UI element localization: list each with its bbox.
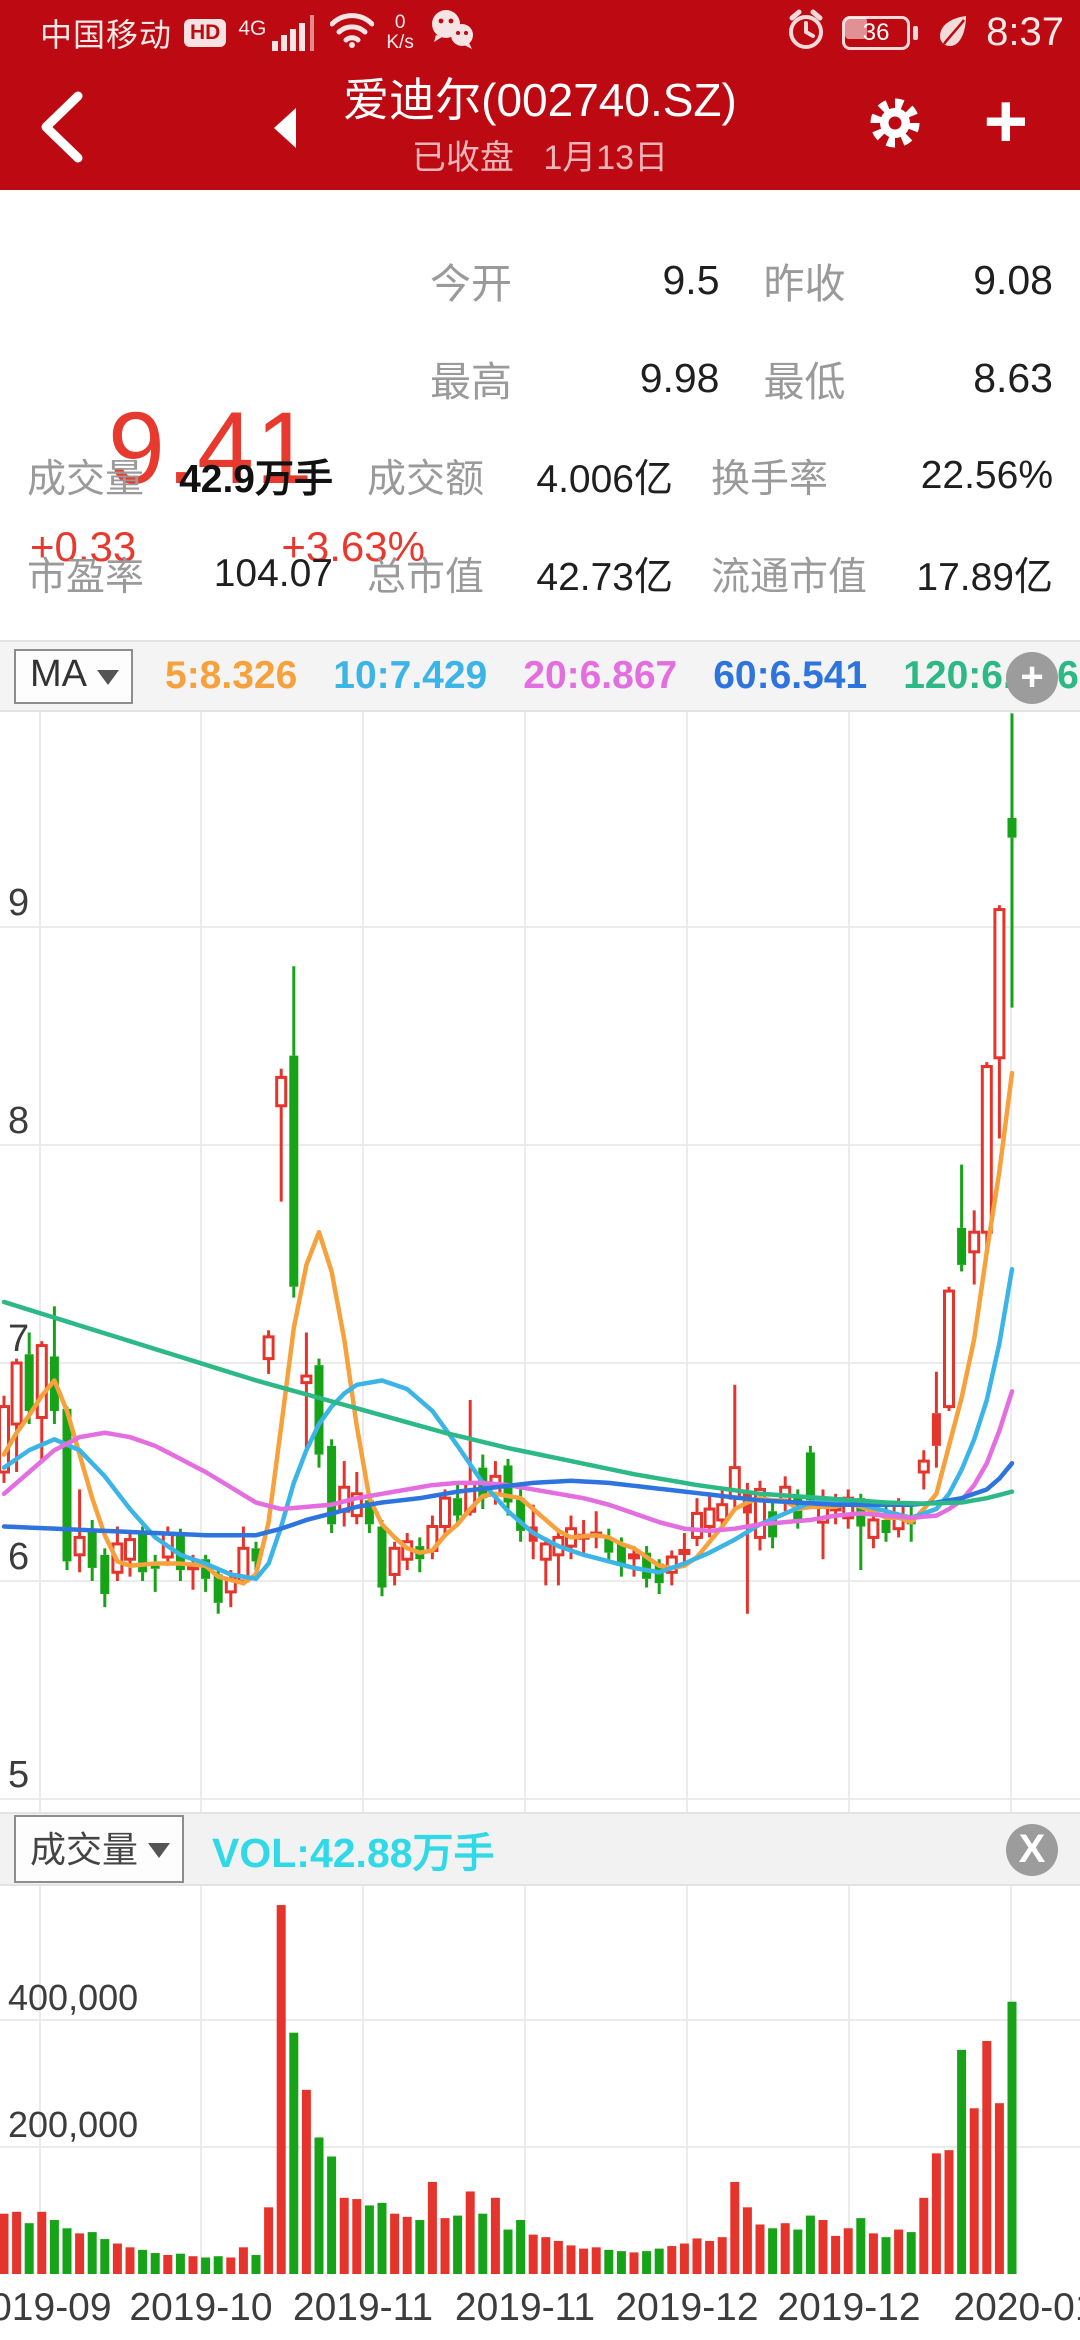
svg-text:8: 8 bbox=[8, 1100, 29, 1142]
signal-strength-icon: 4G bbox=[238, 14, 318, 51]
svg-text:5: 5 bbox=[8, 1754, 29, 1796]
header: 中国移动 HD 4G bbox=[0, 0, 1080, 190]
market-date: 1月13日 bbox=[543, 139, 669, 177]
quote-field-value: 9.98 bbox=[639, 354, 720, 401]
chevron-down-icon bbox=[97, 669, 119, 685]
ma-legend-item: 10:7.429 bbox=[333, 654, 488, 697]
quote-row-valuation: 市盈率 104.07 总市值 42.73亿 流通市值 17.89亿 bbox=[27, 546, 1053, 602]
quote-panel: 9.41 +0.33 +3.63% 今开 9.5 昨收 9.08 最高 9.98 最低 8.… bbox=[0, 190, 1080, 640]
volume-indicator-bar: 成交量 VOL:42.88万手 X bbox=[0, 1812, 1080, 1886]
price-change-percent: +3.63% bbox=[281, 523, 425, 570]
ma-legend-item: 5:8.326 bbox=[165, 654, 298, 697]
battery-percent: 36 bbox=[862, 18, 890, 46]
hd-badge: HD bbox=[184, 18, 227, 47]
volume-chart[interactable]: 400,000 200,000 bbox=[0, 1886, 1080, 2276]
quote-field-value: 42.9万手 bbox=[179, 458, 333, 501]
quote-field-label: 今开 bbox=[430, 261, 512, 307]
candlestick-chart[interactable]: 9 8 7 6 5 bbox=[0, 712, 1080, 1812]
x-axis-label: 2020-01 bbox=[953, 2286, 1080, 2329]
quote-field-label: 换手率 bbox=[711, 458, 829, 501]
svg-text:200,000: 200,000 bbox=[8, 2104, 138, 2145]
alarm-icon bbox=[784, 8, 828, 57]
quote-row-open-prevclose: 今开 9.5 昨收 9.08 bbox=[430, 250, 1053, 310]
quote-field-label: 成交额 bbox=[367, 458, 485, 501]
wechat-icon bbox=[426, 8, 478, 57]
quote-field-label: 市盈率 bbox=[27, 556, 145, 599]
quote-field-label: 总市值 bbox=[367, 556, 485, 599]
close-volume-pane-button[interactable]: X bbox=[1006, 1824, 1058, 1876]
network-type-label: 4G bbox=[238, 16, 267, 40]
quote-row-volume: 成交量 42.9万手 成交额 4.006亿 换手率 22.56% bbox=[27, 448, 1053, 504]
quote-field-value: 9.08 bbox=[973, 256, 1053, 303]
quote-field-value: 104.07 bbox=[213, 552, 333, 595]
price-change: +0.33 bbox=[30, 523, 137, 570]
settings-gear-icon[interactable] bbox=[866, 94, 924, 152]
quote-field-label: 流通市值 bbox=[711, 556, 868, 599]
clock-time: 8:37 bbox=[986, 10, 1064, 54]
battery-icon: 36 bbox=[842, 14, 919, 52]
add-to-watchlist-button[interactable]: + bbox=[983, 79, 1028, 164]
page-title: 爱迪尔(002740.SZ) bbox=[343, 74, 737, 126]
ma-indicator-bar: MA 5:8.326 10:7.429 20:6.867 60:6.541 120:6.… bbox=[0, 640, 1080, 712]
current-price: 9.41 bbox=[108, 391, 315, 505]
svg-text:9: 9 bbox=[8, 882, 29, 924]
quote-field-value: 22.56% bbox=[920, 454, 1053, 497]
quote-field-label: 昨收 bbox=[763, 261, 846, 307]
x-axis-label: 2019-09 bbox=[0, 2286, 112, 2329]
power-saving-leaf-icon bbox=[932, 10, 972, 55]
quote-field-label: 最低 bbox=[763, 359, 846, 405]
ma-legend-item: 20:6.867 bbox=[523, 654, 678, 697]
quote-field-label: 成交量 bbox=[27, 458, 145, 501]
quote-field-value: 4.006亿 bbox=[536, 458, 673, 501]
wifi-icon bbox=[329, 12, 375, 53]
ma-legend-item: 60:6.541 bbox=[713, 654, 868, 697]
previous-stock-icon[interactable] bbox=[268, 106, 302, 150]
quote-row-high-low: 最高 9.98 最低 8.63 bbox=[430, 348, 1053, 408]
volume-readout: VOL:42.88万手 bbox=[212, 1830, 495, 1876]
quote-field-value: 17.89亿 bbox=[916, 556, 1053, 599]
expand-chart-button[interactable]: + bbox=[1006, 652, 1058, 704]
x-axis-label: 2019-12 bbox=[777, 2286, 921, 2329]
x-axis-label: 2019-10 bbox=[129, 2286, 273, 2329]
back-button[interactable] bbox=[30, 82, 100, 172]
x-axis-label: 2019-11 bbox=[454, 2286, 596, 2329]
quote-field-label: 最高 bbox=[430, 359, 512, 405]
x-axis-label: 2019-11 bbox=[292, 2286, 434, 2329]
x-axis-label: 2019-12 bbox=[615, 2286, 759, 2329]
ma-selector[interactable]: MA bbox=[14, 648, 133, 704]
x-axis-labels: 2019-09 2019-10 2019-11 2019-11 2019-12 2019-… bbox=[0, 2276, 1080, 2340]
status-bar: 中国移动 HD 4G bbox=[0, 0, 1080, 58]
carrier-label: 中国移动 bbox=[40, 16, 173, 53]
quote-field-value: 9.5 bbox=[662, 256, 720, 303]
chevron-down-icon bbox=[148, 1842, 171, 1858]
network-speed: 0 K/s bbox=[386, 11, 414, 53]
quote-field-value: 42.73亿 bbox=[536, 556, 673, 599]
svg-text:6: 6 bbox=[8, 1536, 29, 1578]
quote-field-value: 8.63 bbox=[973, 354, 1053, 401]
nav-bar: 爱迪尔(002740.SZ) 已收盘 1月13日 + bbox=[0, 58, 1080, 190]
market-status: 已收盘 1月13日 bbox=[200, 130, 880, 179]
svg-text:400,000: 400,000 bbox=[8, 1977, 138, 2018]
ma-legend: 5:8.326 10:7.429 20:6.867 60:6.541 120:6.406 bbox=[165, 654, 1079, 698]
market-status-label: 已收盘 bbox=[411, 139, 514, 177]
volume-selector[interactable]: 成交量 bbox=[14, 1815, 185, 1883]
svg-text:7: 7 bbox=[8, 1318, 29, 1360]
